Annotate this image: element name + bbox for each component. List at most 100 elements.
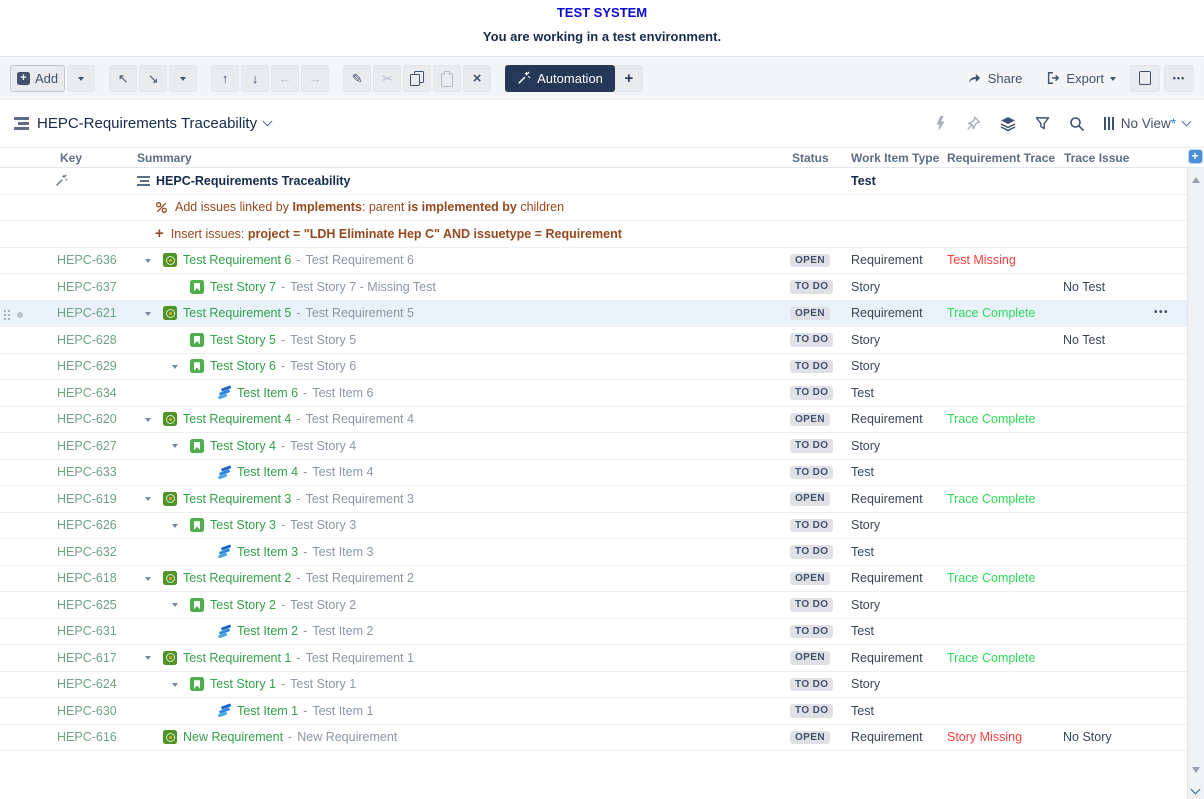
- issue-summary-link[interactable]: Test Story 1: [210, 677, 276, 692]
- automation-button[interactable]: Automation: [505, 64, 615, 92]
- issue-key-link[interactable]: HEPC-625: [57, 597, 117, 612]
- issue-key-link[interactable]: HEPC-632: [57, 544, 117, 559]
- issue-row[interactable]: HEPC-631 Test Item 2 - Test Item 2 TO DO…: [0, 618, 1187, 645]
- issue-key-link[interactable]: HEPC-624: [57, 677, 117, 692]
- structure-selector[interactable]: HEPC-Requirements Traceability: [14, 115, 273, 132]
- chevron-down-icon[interactable]: [1190, 784, 1201, 795]
- issue-key-link[interactable]: HEPC-617: [57, 650, 117, 665]
- issue-row[interactable]: HEPC-620 Test Requirement 4 - Test Requi…: [0, 406, 1187, 433]
- expand-collapse-toggle[interactable]: [145, 414, 163, 425]
- issue-key-link[interactable]: HEPC-629: [57, 359, 117, 374]
- paste-button[interactable]: [433, 64, 462, 92]
- expand-all-button[interactable]: ↖: [109, 64, 138, 92]
- issue-summary-link[interactable]: Test Item 1: [237, 703, 299, 718]
- issue-summary-link[interactable]: Test Requirement 6: [183, 253, 292, 268]
- expand-collapse-toggle[interactable]: [172, 440, 190, 451]
- delete-button[interactable]: ×: [463, 64, 492, 92]
- indent-button[interactable]: →: [301, 64, 330, 92]
- layers-icon[interactable]: [1000, 116, 1016, 132]
- issue-row[interactable]: HEPC-634 Test Item 6 - Test Item 6 TO DO…: [0, 380, 1187, 407]
- column-header-work-item-type[interactable]: Work Item Type: [851, 151, 940, 165]
- issue-summary-link[interactable]: Test Item 4: [237, 465, 299, 480]
- issue-summary-link[interactable]: Test Story 2: [210, 597, 276, 612]
- issue-key-link[interactable]: HEPC-628: [57, 332, 117, 347]
- issue-summary-link[interactable]: Test Story 4: [210, 438, 276, 453]
- expand-collapse-toggle[interactable]: [172, 361, 190, 372]
- lightning-icon[interactable]: [934, 116, 947, 131]
- issue-row[interactable]: HEPC-616 New Requirement - New Requireme…: [0, 724, 1187, 751]
- expand-collapse-toggle[interactable]: [145, 493, 163, 504]
- generator-row-linked[interactable]: Add issues linked by Implements: parent …: [0, 194, 1187, 221]
- issue-row[interactable]: HEPC-637 Test Story 7 - Test Story 7 - M…: [0, 274, 1187, 301]
- issue-summary-link[interactable]: Test Requirement 1: [183, 650, 292, 665]
- issue-row[interactable]: HEPC-633 Test Item 4 - Test Item 4 TO DO…: [0, 459, 1187, 486]
- issue-row[interactable]: HEPC-630 Test Item 1 - Test Item 1 TO DO…: [0, 698, 1187, 725]
- column-header-key[interactable]: Key: [60, 151, 83, 165]
- row-actions-button[interactable]: •••: [1153, 306, 1169, 318]
- issue-row[interactable]: HEPC-636 Test Requirement 6 - Test Requi…: [0, 247, 1187, 274]
- move-up-button[interactable]: ↑: [211, 64, 240, 92]
- issue-row[interactable]: HEPC-621 Test Requirement 5 - Test Requi…: [0, 300, 1187, 327]
- column-header-summary[interactable]: Summary: [137, 151, 192, 165]
- expand-collapse-toggle[interactable]: [145, 573, 163, 584]
- issue-key-link[interactable]: HEPC-618: [57, 571, 117, 586]
- collapse-all-button[interactable]: ↘: [139, 64, 168, 92]
- issue-summary-link[interactable]: Test Requirement 5: [183, 306, 292, 321]
- issue-summary-link[interactable]: Test Item 2: [237, 624, 299, 639]
- issue-key-link[interactable]: HEPC-634: [57, 385, 117, 400]
- issue-row[interactable]: HEPC-625 Test Story 2 - Test Story 2 TO …: [0, 592, 1187, 619]
- issue-row[interactable]: HEPC-627 Test Story 4 - Test Story 4 TO …: [0, 433, 1187, 460]
- issue-summary-link[interactable]: Test Requirement 4: [183, 412, 292, 427]
- root-row[interactable]: HEPC-Requirements Traceability Test: [0, 168, 1187, 195]
- add-dropdown-button[interactable]: [67, 64, 96, 92]
- expand-dropdown-button[interactable]: [169, 64, 198, 92]
- generator-row-insert[interactable]: + Insert issues: project = "LDH Eliminat…: [0, 221, 1187, 248]
- search-icon[interactable]: [1069, 116, 1085, 132]
- expand-collapse-toggle[interactable]: [145, 255, 163, 266]
- issue-row[interactable]: HEPC-632 Test Item 3 - Test Item 3 TO DO…: [0, 539, 1187, 566]
- drag-handle-icon[interactable]: [3, 308, 11, 320]
- expand-collapse-toggle[interactable]: [172, 599, 190, 610]
- issue-row[interactable]: HEPC-618 Test Requirement 2 - Test Requi…: [0, 565, 1187, 592]
- add-button[interactable]: + Add: [10, 64, 66, 92]
- issue-summary-link[interactable]: Test Requirement 3: [183, 491, 292, 506]
- issue-key-link[interactable]: HEPC-630: [57, 703, 117, 718]
- vertical-scrollbar[interactable]: [1187, 168, 1204, 799]
- export-button[interactable]: Export: [1036, 65, 1126, 92]
- issue-row[interactable]: HEPC-626 Test Story 3 - Test Story 3 TO …: [0, 512, 1187, 539]
- more-options-button[interactable]: •••: [1164, 64, 1194, 92]
- view-selector[interactable]: No View*: [1103, 116, 1192, 131]
- pin-icon[interactable]: [966, 116, 981, 131]
- issue-summary-link[interactable]: Test Story 5: [210, 332, 276, 347]
- issue-key-link[interactable]: HEPC-620: [57, 412, 117, 427]
- automation-wand-icon[interactable]: [55, 174, 68, 192]
- issue-key-link[interactable]: HEPC-637: [57, 279, 117, 294]
- issue-row[interactable]: HEPC-628 Test Story 5 - Test Story 5 TO …: [0, 327, 1187, 354]
- issue-summary-link[interactable]: Test Item 6: [237, 385, 299, 400]
- expand-collapse-toggle[interactable]: [172, 520, 190, 531]
- issue-row[interactable]: HEPC-624 Test Story 1 - Test Story 1 TO …: [0, 671, 1187, 698]
- issue-key-link[interactable]: HEPC-619: [57, 491, 117, 506]
- automation-add-button[interactable]: +: [614, 64, 643, 92]
- column-header-requirement-trace[interactable]: Requirement Trace: [947, 151, 1056, 165]
- column-header-trace-issue[interactable]: Trace Issue: [1064, 151, 1130, 165]
- issue-summary-link[interactable]: Test Story 7: [210, 279, 276, 294]
- issue-row[interactable]: HEPC-629 Test Story 6 - Test Story 6 TO …: [0, 353, 1187, 380]
- scroll-down-icon[interactable]: [1192, 767, 1200, 773]
- issue-key-link[interactable]: HEPC-626: [57, 518, 117, 533]
- issue-summary-link[interactable]: Test Story 3: [210, 518, 276, 533]
- column-header-status[interactable]: Status: [792, 151, 829, 165]
- issue-summary-link[interactable]: Test Requirement 2: [183, 571, 292, 586]
- add-column-button[interactable]: +: [1187, 148, 1203, 164]
- panel-toggle-button[interactable]: [1130, 64, 1160, 92]
- issue-key-link[interactable]: HEPC-633: [57, 465, 117, 480]
- issue-summary-link[interactable]: New Requirement: [183, 730, 284, 745]
- expand-collapse-toggle[interactable]: [172, 679, 190, 690]
- copy-button[interactable]: [403, 64, 432, 92]
- expand-collapse-toggle[interactable]: [145, 652, 163, 663]
- issue-key-link[interactable]: HEPC-636: [57, 253, 117, 268]
- expand-collapse-toggle[interactable]: [145, 308, 163, 319]
- issue-row[interactable]: HEPC-619 Test Requirement 3 - Test Requi…: [0, 486, 1187, 513]
- issue-key-link[interactable]: HEPC-621: [57, 306, 117, 321]
- issue-key-link[interactable]: HEPC-616: [57, 730, 117, 745]
